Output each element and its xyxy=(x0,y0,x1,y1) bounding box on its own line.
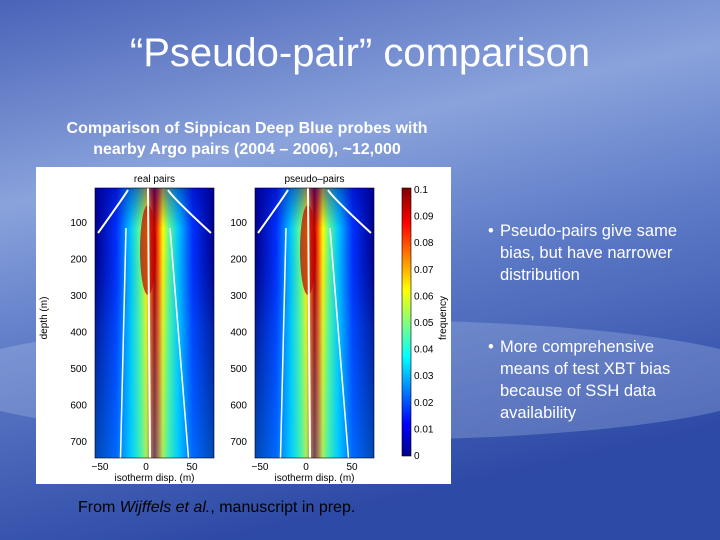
colorbar-label: frequency xyxy=(438,296,449,340)
x-tick-label: 50 xyxy=(186,462,198,473)
percentile-curve xyxy=(97,189,129,234)
colorbar-tick-label: 0.08 xyxy=(414,238,434,249)
colorbar-tick-label: 0.03 xyxy=(414,371,434,382)
x-tick-label: 0 xyxy=(143,462,149,473)
slide-title: “Pseudo-pair” comparison xyxy=(130,31,590,75)
y-tick-label: 500 xyxy=(70,364,87,375)
percentile-curve xyxy=(329,227,350,459)
y-tick-label: 700 xyxy=(230,437,247,448)
colorbar-tick-label: 0.01 xyxy=(414,424,434,435)
citation: From Wijffels et al., manuscript in prep… xyxy=(78,499,355,517)
percentile-curve xyxy=(169,227,190,459)
y-tick-label: 400 xyxy=(230,328,247,339)
colorbar-tick-label: 0.07 xyxy=(414,265,434,276)
colorbar-tick-label: 0 xyxy=(414,451,420,462)
colorbar-tick-label: 0.02 xyxy=(414,398,434,409)
y-tick-label: 600 xyxy=(70,401,87,412)
x-tick-label: −50 xyxy=(92,462,109,473)
panel-title: real pairs xyxy=(134,174,175,185)
x-axis-label: isotherm disp. (m) xyxy=(114,473,194,484)
x-axis-label: isotherm disp. (m) xyxy=(274,473,354,484)
x-tick-label: 50 xyxy=(346,462,358,473)
plot-frame xyxy=(254,187,375,459)
median-curve xyxy=(147,187,151,459)
x-tick-label: −50 xyxy=(252,462,269,473)
bullet: Pseudo-pairs give same bias, but have na… xyxy=(488,220,693,286)
subtitle-line: nearby Argo pairs (2004 – 2006), ~12,000 xyxy=(93,141,401,158)
bullet: More comprehensive means of test XBT bia… xyxy=(488,336,693,424)
colorbar-tick-label: 0.09 xyxy=(414,212,434,223)
percentile-curve xyxy=(167,189,212,234)
y-tick-label: 700 xyxy=(70,437,87,448)
percentile-curve xyxy=(327,189,372,234)
y-tick-label: 600 xyxy=(230,401,247,412)
percentile-curve xyxy=(257,189,289,234)
citation-text: From xyxy=(78,499,120,516)
citation-authors: Wijffels et al. xyxy=(119,499,211,516)
bullet-list: Pseudo-pairs give same bias, but have na… xyxy=(488,220,693,474)
subtitle-line: Comparison of Sippican Deep Blue probes … xyxy=(67,120,428,137)
y-tick-label: 200 xyxy=(70,255,87,266)
y-axis-label: depth (m) xyxy=(39,297,50,340)
y-tick-label: 100 xyxy=(70,218,87,229)
y-tick-label: 300 xyxy=(230,291,247,302)
colorbar-tick-label: 0.04 xyxy=(414,345,434,356)
colorbar-tick-label: 0.06 xyxy=(414,291,434,302)
y-tick-label: 400 xyxy=(70,328,87,339)
percentile-curve xyxy=(279,227,287,459)
median-curve xyxy=(307,187,311,459)
y-tick-label: 500 xyxy=(230,364,247,375)
citation-text: , manuscript in prep. xyxy=(210,499,356,516)
y-tick-label: 200 xyxy=(230,255,247,266)
colorbar xyxy=(401,187,412,457)
x-tick-label: 0 xyxy=(303,462,309,473)
panel-title: pseudo–pairs xyxy=(284,174,344,185)
plot-frame xyxy=(94,187,215,459)
colorbar-tick-label: 0.05 xyxy=(414,318,434,329)
y-tick-label: 300 xyxy=(70,291,87,302)
colorbar-tick-label: 0.1 xyxy=(414,185,428,196)
y-tick-label: 100 xyxy=(230,218,247,229)
percentile-curve xyxy=(119,227,127,459)
